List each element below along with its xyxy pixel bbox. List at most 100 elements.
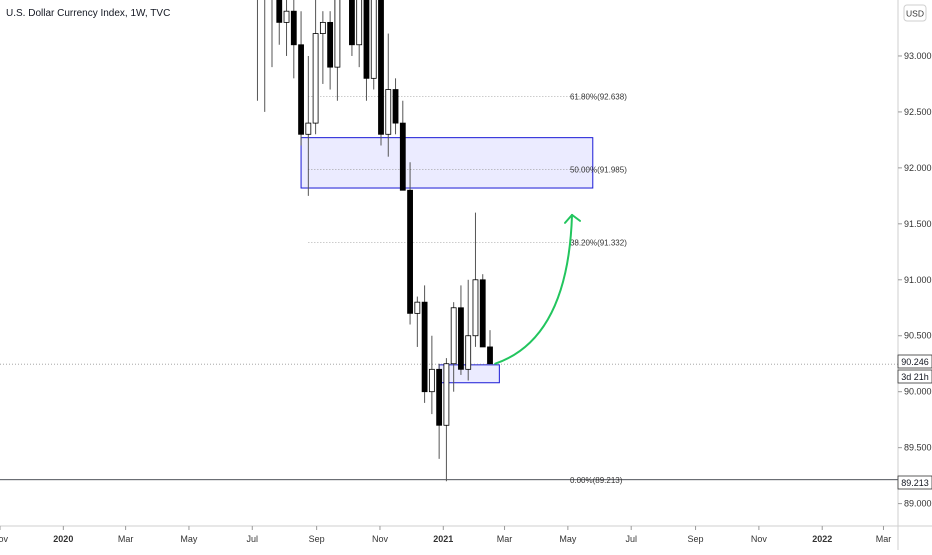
candle[interactable] bbox=[319, 11, 326, 84]
candle[interactable] bbox=[378, 0, 384, 146]
candle-body-bearish bbox=[399, 122, 406, 191]
price-tick-label: 93.000 bbox=[904, 51, 932, 61]
fib-level-label: 61.80%(92.638) bbox=[570, 92, 627, 101]
chart-title: U.S. Dollar Currency Index, 1W, TVC bbox=[6, 8, 170, 19]
time-tick-label: 2020 bbox=[53, 534, 73, 544]
candle[interactable] bbox=[487, 330, 493, 365]
candle[interactable] bbox=[443, 358, 450, 482]
candle[interactable] bbox=[399, 100, 406, 191]
candle-body-bullish bbox=[450, 307, 457, 365]
candle[interactable] bbox=[312, 0, 319, 135]
fib-level-label: 38.20%(91.332) bbox=[570, 239, 627, 248]
candle[interactable] bbox=[465, 279, 472, 381]
price-tick-label: 91.500 bbox=[904, 219, 932, 229]
candle[interactable] bbox=[356, 0, 363, 68]
candle[interactable] bbox=[334, 0, 341, 101]
candle-body-bearish bbox=[378, 0, 384, 135]
fib-level-label: 0.00%(89.213) bbox=[570, 476, 623, 485]
price-axis[interactable]: 93.000 92.500 92.000 91.500 91.000 90.500 90.0… bbox=[898, 51, 932, 509]
candle[interactable] bbox=[290, 0, 297, 79]
candle-body-bearish bbox=[363, 0, 370, 79]
candle[interactable] bbox=[363, 0, 370, 101]
candle-body-bearish bbox=[327, 21, 334, 68]
candle-body-bullish bbox=[305, 122, 312, 135]
candle-body-bullish bbox=[414, 301, 421, 314]
time-tick-label: Sep bbox=[688, 534, 704, 544]
candle[interactable] bbox=[298, 11, 304, 146]
candle-body-bearish bbox=[276, 0, 283, 23]
low-price-label: 89.213 bbox=[901, 478, 929, 488]
zones-layer bbox=[300, 137, 594, 384]
price-tick-label: 90.000 bbox=[904, 387, 932, 397]
candle-body-bearish bbox=[487, 346, 493, 365]
candle-body-bullish bbox=[319, 21, 326, 34]
candle[interactable] bbox=[458, 285, 464, 375]
time-tick-label: Nov bbox=[751, 534, 768, 544]
candle[interactable] bbox=[479, 274, 486, 348]
candle[interactable] bbox=[472, 212, 479, 347]
candle-body-bearish bbox=[407, 189, 413, 314]
currency-button-frame[interactable] bbox=[903, 4, 927, 22]
price-tick-label: 89.500 bbox=[904, 443, 932, 453]
candle[interactable] bbox=[407, 162, 413, 325]
candle[interactable] bbox=[255, 0, 260, 101]
time-tick-label: Sep bbox=[309, 534, 325, 544]
countdown-tag-box bbox=[897, 369, 932, 384]
candle[interactable] bbox=[305, 55, 312, 196]
candle-body-bearish bbox=[298, 44, 304, 135]
candle[interactable] bbox=[436, 363, 443, 459]
currency-button[interactable]: USD bbox=[903, 4, 927, 22]
currency-button-label: USD bbox=[906, 9, 924, 19]
time-tick-label: 2022 bbox=[812, 534, 832, 544]
candle[interactable] bbox=[450, 302, 457, 392]
candle[interactable] bbox=[421, 285, 428, 403]
candle-body-bearish bbox=[458, 307, 464, 370]
candle[interactable] bbox=[392, 78, 399, 135]
candle-body-bullish bbox=[472, 279, 479, 337]
candle[interactable] bbox=[349, 0, 355, 56]
candle[interactable] bbox=[370, 0, 377, 90]
countdown-label: 3d 21h bbox=[901, 372, 929, 382]
candle[interactable] bbox=[327, 11, 334, 90]
price-tick-label: 91.000 bbox=[904, 275, 932, 285]
candle-body-bullish bbox=[356, 0, 363, 46]
candle-body-bullish bbox=[465, 335, 472, 370]
time-axis[interactable]: Nov 2020 Mar May Jul Sep Nov 2021 Mar May Jul Sep No… bbox=[0, 526, 891, 544]
low-price-tag-box bbox=[897, 475, 932, 490]
candle[interactable] bbox=[269, 0, 274, 68]
candle[interactable] bbox=[385, 33, 392, 157]
time-tick-label: May bbox=[559, 534, 577, 544]
time-tick-label: Mar bbox=[497, 534, 513, 544]
candle[interactable] bbox=[428, 335, 435, 415]
candle-body-bearish bbox=[290, 10, 297, 46]
candle[interactable] bbox=[414, 296, 421, 347]
time-tick-label: May bbox=[180, 534, 198, 544]
low-price-tag: 89.213 bbox=[897, 475, 932, 490]
candle[interactable] bbox=[283, 0, 290, 56]
price-tick-label: 90.500 bbox=[904, 331, 932, 341]
price-tick-label: 92.000 bbox=[904, 163, 932, 173]
candle-body-bearish bbox=[349, 0, 355, 46]
time-tick-label: 2021 bbox=[433, 534, 453, 544]
candle-body-bullish bbox=[334, 0, 341, 68]
candle[interactable] bbox=[262, 0, 267, 112]
price-tick-label: 92.500 bbox=[904, 107, 932, 117]
time-tick-label: Mar bbox=[118, 534, 134, 544]
candle[interactable] bbox=[276, 0, 283, 45]
current-price-tag: 90.246 bbox=[897, 354, 932, 369]
resistance-zone[interactable] bbox=[300, 137, 594, 189]
time-tick-label: Jul bbox=[247, 534, 259, 544]
candle-body-bearish bbox=[421, 301, 428, 393]
fib-level-label: 50.00%(91.985) bbox=[570, 166, 627, 175]
projection-arrow-head bbox=[564, 213, 582, 224]
candle-body-bullish bbox=[385, 89, 392, 135]
arrow-layer bbox=[494, 213, 582, 365]
candle-body-bearish bbox=[436, 368, 443, 426]
candle-body-bullish bbox=[443, 363, 450, 426]
projection-arrow[interactable] bbox=[494, 213, 574, 365]
candle-body-bullish bbox=[428, 368, 435, 393]
candle-body-bearish bbox=[479, 279, 486, 348]
